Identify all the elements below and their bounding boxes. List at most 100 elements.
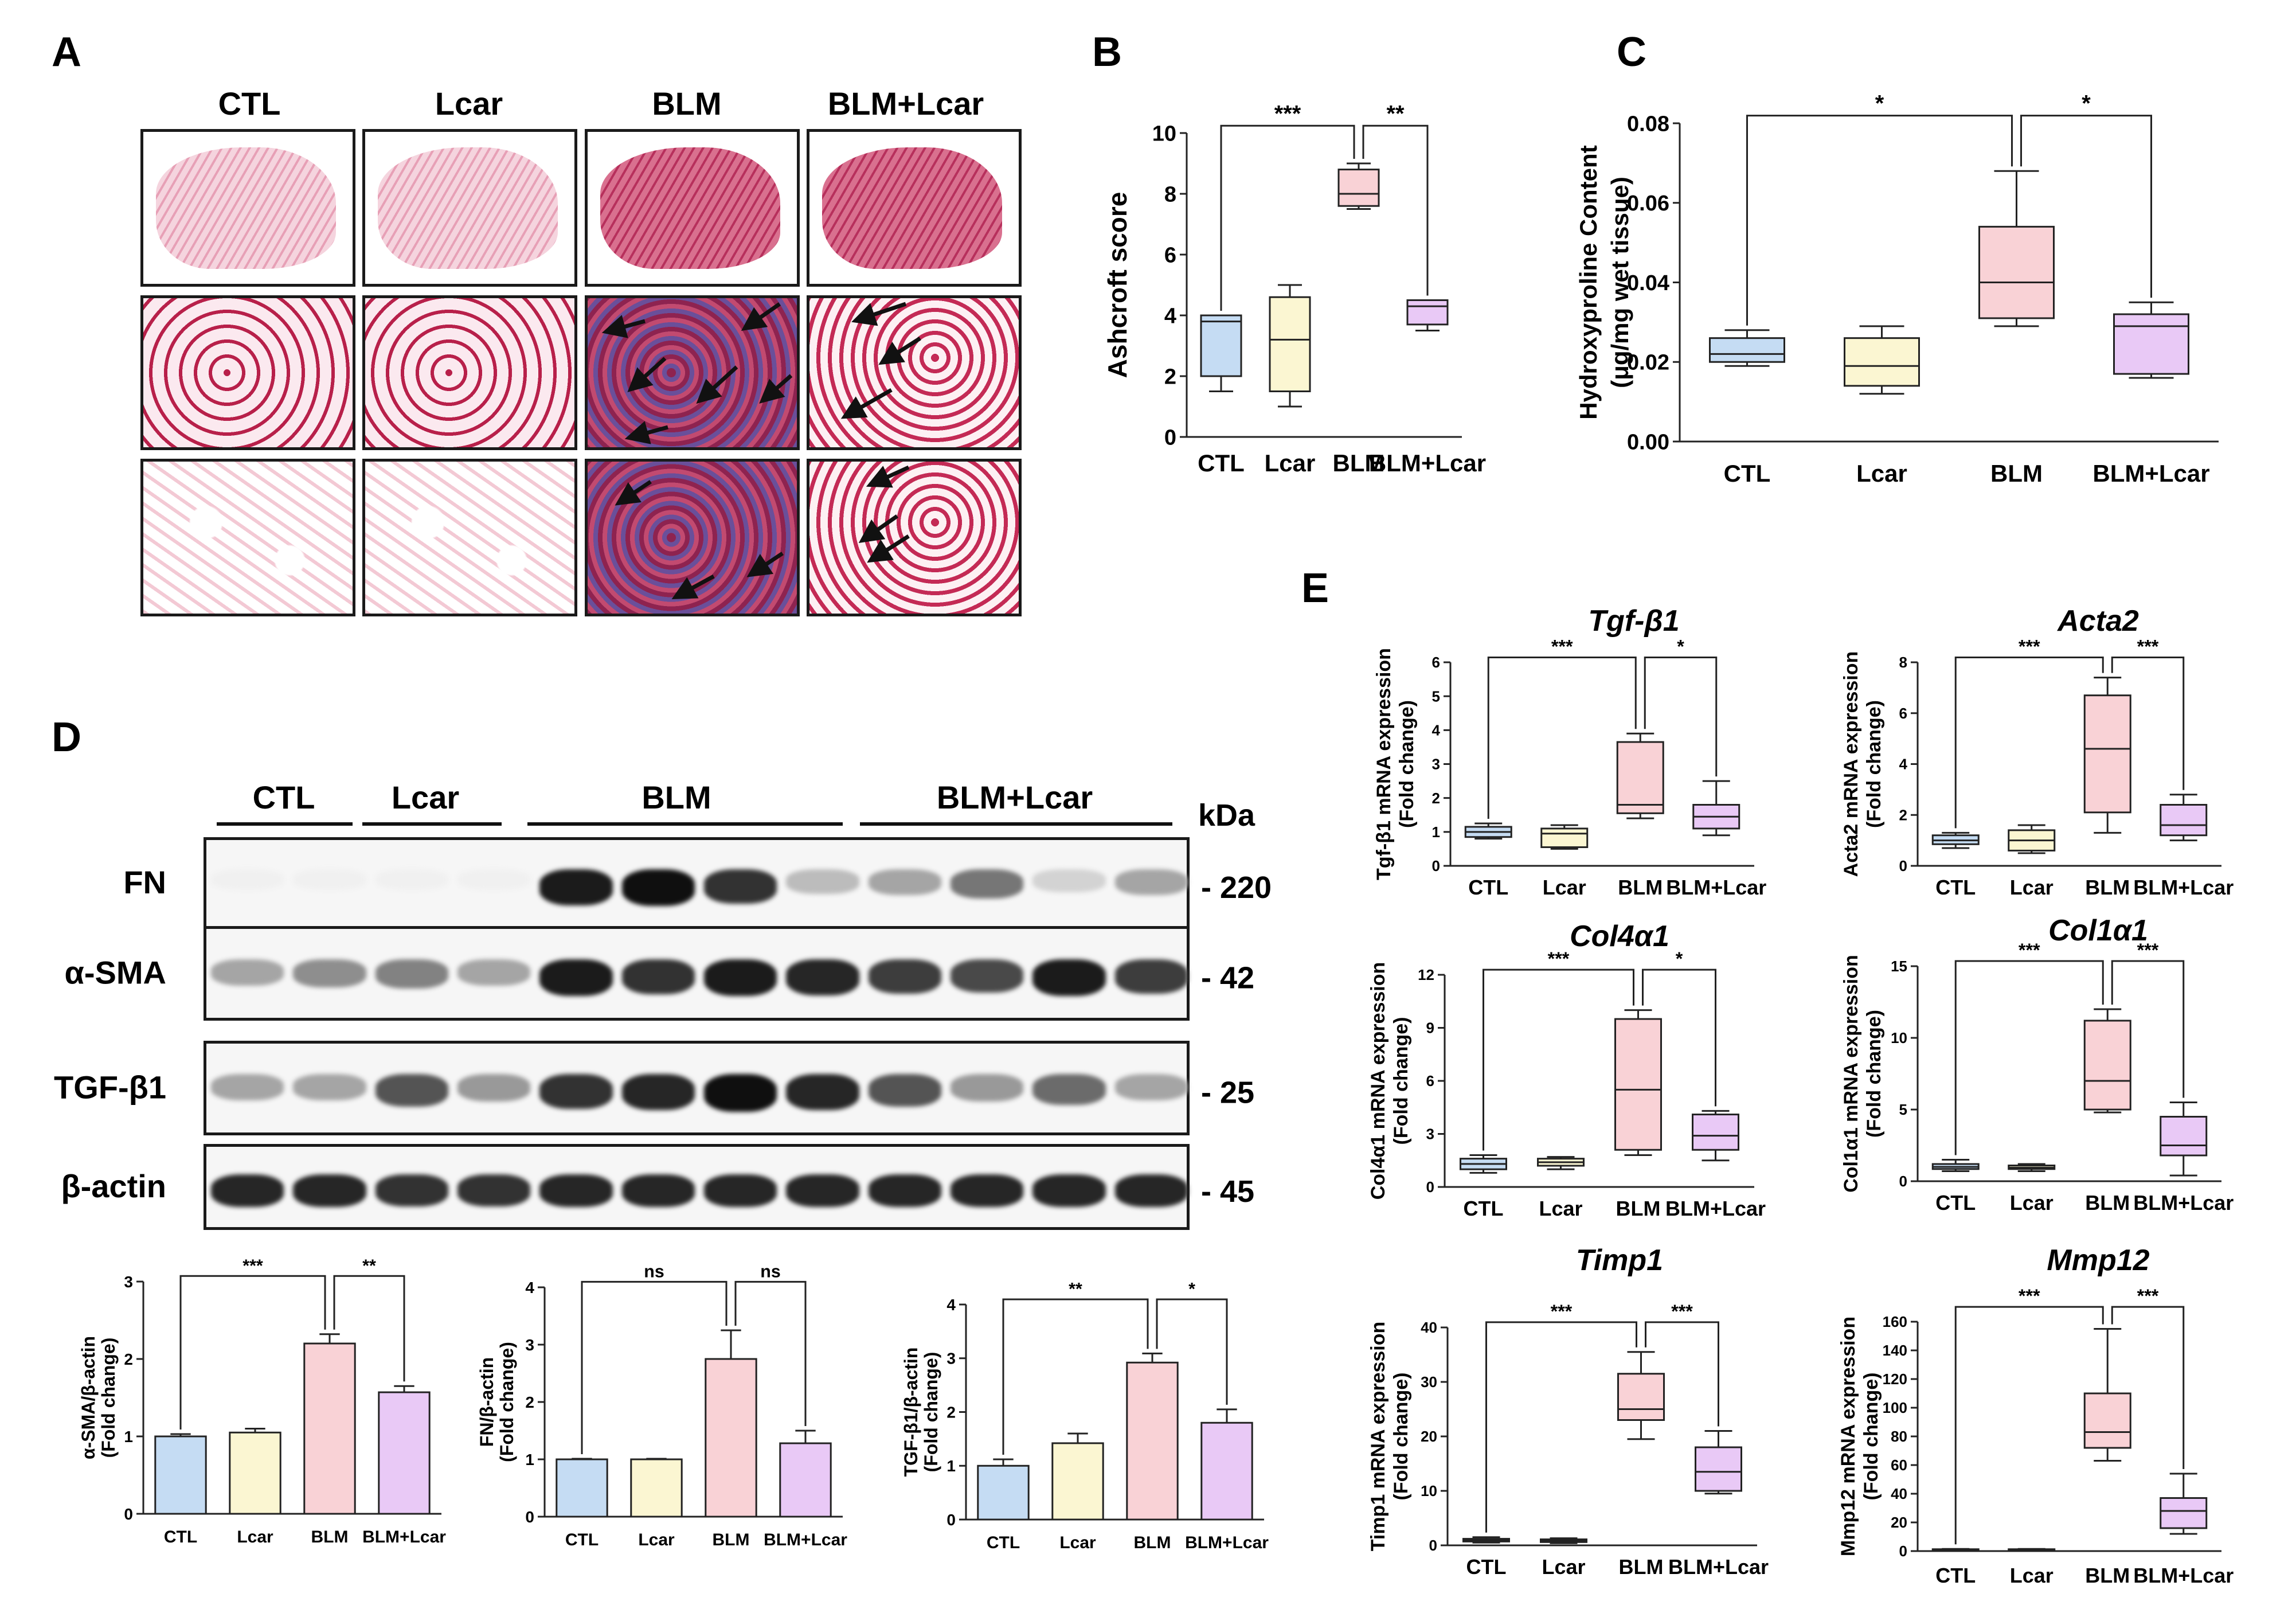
blot-header-blm-lcar: BLM+Lcar xyxy=(937,779,1093,815)
y-tick-label: 15 xyxy=(1891,958,1907,975)
x-tick-label: CTL xyxy=(1935,1191,1976,1214)
y-tick-label: 0 xyxy=(124,1505,133,1523)
bar xyxy=(977,1464,1030,1521)
x-tick-label: BLM xyxy=(1616,1197,1661,1220)
blot-band xyxy=(868,1174,941,1208)
chart-mmp12-mrna: 0 20 40 60 80 100 120 140 160 CTL Lcar BLM BLM+Lcar M… xyxy=(1837,1244,2234,1587)
histology-lcar-zoom-1 xyxy=(362,295,577,450)
blot-band xyxy=(1114,959,1188,994)
blot-header-lcar: Lcar xyxy=(392,779,459,815)
significance-label: *** xyxy=(2019,940,2040,960)
x-tick-label: BLM+Lcar xyxy=(1185,1533,1269,1552)
x-tick-label: CTL xyxy=(1466,1555,1507,1579)
chart-asma-bactin: 0 1 2 3 CTL Lcar BLM BLM+Lcar α-SMA/β-actin (Fold… xyxy=(78,1256,446,1546)
y-axis-label: Ashcroft score xyxy=(1102,192,1132,378)
blot-band xyxy=(951,959,1024,993)
blot-band xyxy=(1032,1073,1106,1105)
x-tick-label: BLM+Lcar xyxy=(2133,876,2234,899)
y-tick-label: 10 xyxy=(1421,1482,1437,1499)
x-tick-label: CTL xyxy=(565,1530,599,1549)
blot-band xyxy=(786,1174,859,1208)
x-tick-label: CTL xyxy=(1198,450,1245,477)
y-axis-label-unit: (Fold change) xyxy=(496,1342,517,1462)
x-tick-label: CTL xyxy=(1935,1564,1976,1587)
y-axis-label-unit: (Fold change) xyxy=(1860,1373,1882,1501)
y-axis-label-unit: (μg/mg wet tissue) xyxy=(1606,177,1633,388)
blot-band xyxy=(1032,1174,1106,1208)
arrow-marker xyxy=(878,337,921,365)
y-axis-label: Tgf-β1 mRNA expression xyxy=(1373,648,1395,880)
x-tick-label: Lcar xyxy=(1542,1555,1585,1579)
histology-header-ctl: CTL xyxy=(218,85,281,122)
significance-label: *** xyxy=(242,1256,263,1275)
blot-band xyxy=(457,1174,531,1206)
significance-bracket xyxy=(1002,1298,1149,1455)
blot-band xyxy=(211,1174,284,1208)
box xyxy=(2160,1497,2208,1529)
blot-band xyxy=(293,1073,366,1101)
y-tick-label: 0.06 xyxy=(1627,192,1669,216)
y-axis-label-unit: (Fold change) xyxy=(921,1352,941,1473)
significance-bracket xyxy=(1156,1298,1228,1405)
x-tick-label: BLM+Lcar xyxy=(1668,1555,1769,1579)
y-tick-label: 5 xyxy=(1899,1101,1907,1118)
significance-label: *** xyxy=(2137,636,2159,657)
box xyxy=(2083,694,2131,814)
histology-header-blm-lcar: BLM+Lcar xyxy=(828,85,984,122)
significance-label: ** xyxy=(1386,101,1405,126)
blot-band xyxy=(457,959,531,986)
arrow-marker xyxy=(866,465,910,488)
y-axis-label-unit: (Fold change) xyxy=(98,1338,119,1458)
x-tick-label: BLM xyxy=(1619,1555,1664,1579)
chart-title: Acta2 xyxy=(2056,604,2139,638)
arrow-marker xyxy=(858,514,899,544)
significance-label: *** xyxy=(2019,636,2040,657)
y-tick-label: 6 xyxy=(1899,705,1907,722)
arrow-marker xyxy=(615,480,652,506)
y-tick-label: 0 xyxy=(525,1508,534,1526)
y-axis-label-unit: (Fold change) xyxy=(1863,700,1885,828)
significance-bracket xyxy=(1362,124,1429,296)
box xyxy=(2113,313,2189,375)
blot-band xyxy=(951,869,1024,899)
significance-bracket xyxy=(333,1275,405,1382)
y-tick-label: 120 xyxy=(1883,1370,1907,1388)
x-tick-label: Lcar xyxy=(1059,1533,1096,1552)
x-tick-label: BLM xyxy=(1333,450,1385,477)
y-tick-label: 20 xyxy=(1421,1428,1437,1445)
chart-title: Mmp12 xyxy=(2047,1244,2149,1277)
significance-bracket xyxy=(2111,656,2185,790)
arrow-marker xyxy=(741,302,781,331)
x-tick-label: BLM+Lcar xyxy=(2092,460,2209,487)
box xyxy=(1200,314,1242,377)
blot-header-blm: BLM xyxy=(642,779,711,815)
significance-bracket xyxy=(1954,960,2104,1155)
significance-label: ** xyxy=(1069,1279,1082,1299)
blot-label: α-SMA xyxy=(64,955,166,991)
blot-band xyxy=(621,1174,695,1208)
arrow-marker xyxy=(759,374,793,404)
blot-kda-label: kDa xyxy=(1198,798,1255,833)
y-axis-label: Mmp12 mRNA expression xyxy=(1837,1317,1859,1556)
blot-band xyxy=(786,1073,859,1110)
y-tick-label: 10 xyxy=(1891,1029,1907,1046)
y-tick-label: 5 xyxy=(1432,688,1440,705)
y-axis-label: Hydroxyproline Content xyxy=(1575,145,1602,419)
y-tick-label: 1 xyxy=(1432,823,1440,841)
y-tick-label: 0 xyxy=(1432,857,1440,874)
y-tick-label: 4 xyxy=(946,1296,956,1314)
x-tick-label: CTL xyxy=(1724,460,1771,487)
x-tick-label: BLM xyxy=(2085,1564,2130,1587)
histology-lcar-zoom-2 xyxy=(362,459,577,616)
significance-label: ns xyxy=(760,1262,780,1281)
chart-title: Timp1 xyxy=(1576,1244,1663,1277)
box xyxy=(1978,225,2055,319)
blot-band xyxy=(704,869,777,904)
histology-header-lcar: Lcar xyxy=(435,85,503,122)
blot-band xyxy=(868,959,941,994)
x-tick-label: BLM xyxy=(1134,1533,1171,1552)
histology-ctl-zoom-1 xyxy=(140,295,355,450)
significance-label: *** xyxy=(2137,940,2159,960)
